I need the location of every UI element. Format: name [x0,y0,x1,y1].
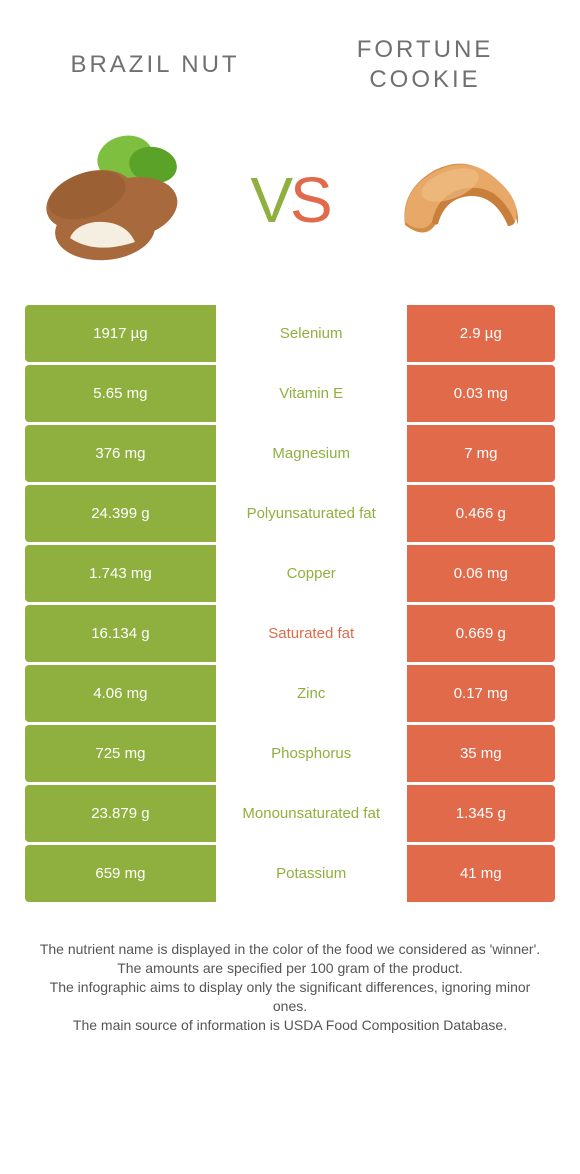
right-value: 0.669 g [407,605,555,662]
left-value: 16.134 g [25,605,216,662]
nutrient-label: Polyunsaturated fat [216,485,407,542]
nutrient-table: 1917 µgSelenium2.9 µg5.65 mgVitamin E0.0… [0,305,580,902]
nutrient-label: Selenium [216,305,407,362]
left-value: 376 mg [25,425,216,482]
left-value: 24.399 g [25,485,216,542]
left-value: 4.06 mg [25,665,216,722]
nutrient-label: Monounsaturated fat [216,785,407,842]
right-value: 0.466 g [407,485,555,542]
right-title-line1: FORTUNE [357,36,494,63]
right-value: 0.03 mg [407,365,555,422]
right-value: 0.17 mg [407,665,555,722]
vs-s: S [290,164,330,236]
nutrient-label: Potassium [216,845,407,902]
caption-line3: The infographic aims to display only the… [35,978,545,1016]
right-value: 7 mg [407,425,555,482]
table-row: 23.879 gMonounsaturated fat1.345 g [25,785,555,842]
nutrient-label: Magnesium [216,425,407,482]
right-value: 35 mg [407,725,555,782]
comparison-images: VS [0,105,580,305]
right-title-line2: COOKIE [369,66,480,93]
nutrient-label: Saturated fat [216,605,407,662]
table-row: 24.399 gPolyunsaturated fat0.466 g [25,485,555,542]
left-food-title: BRAZIL NUT [20,51,290,79]
right-value: 2.9 µg [407,305,555,362]
table-row: 4.06 mgZinc0.17 mg [25,665,555,722]
nutrient-label: Copper [216,545,407,602]
right-value: 1.345 g [407,785,555,842]
table-row: 16.134 gSaturated fat0.669 g [25,605,555,662]
brazil-nut-image [35,130,200,270]
right-value: 0.06 mg [407,545,555,602]
left-value: 659 mg [25,845,216,902]
caption-line1: The nutrient name is displayed in the co… [35,940,545,959]
left-value: 1917 µg [25,305,216,362]
nutrient-label: Zinc [216,665,407,722]
table-row: 659 mgPotassium41 mg [25,845,555,902]
right-food-title: FORTUNE COOKIE [290,35,560,95]
vs-label: VS [250,163,329,237]
fortune-cookie-image [380,130,545,270]
header: BRAZIL NUT FORTUNE COOKIE [0,0,580,105]
table-row: 1917 µgSelenium2.9 µg [25,305,555,362]
left-value: 5.65 mg [25,365,216,422]
nutrient-label: Vitamin E [216,365,407,422]
caption-line2: The amounts are specified per 100 gram o… [35,959,545,978]
caption: The nutrient name is displayed in the co… [0,905,580,1034]
vs-v: V [250,164,290,236]
caption-line4: The main source of information is USDA F… [35,1016,545,1035]
left-value: 1.743 mg [25,545,216,602]
table-row: 725 mgPhosphorus35 mg [25,725,555,782]
table-row: 5.65 mgVitamin E0.03 mg [25,365,555,422]
nutrient-label: Phosphorus [216,725,407,782]
left-value: 23.879 g [25,785,216,842]
table-row: 376 mgMagnesium7 mg [25,425,555,482]
right-value: 41 mg [407,845,555,902]
left-value: 725 mg [25,725,216,782]
table-row: 1.743 mgCopper0.06 mg [25,545,555,602]
